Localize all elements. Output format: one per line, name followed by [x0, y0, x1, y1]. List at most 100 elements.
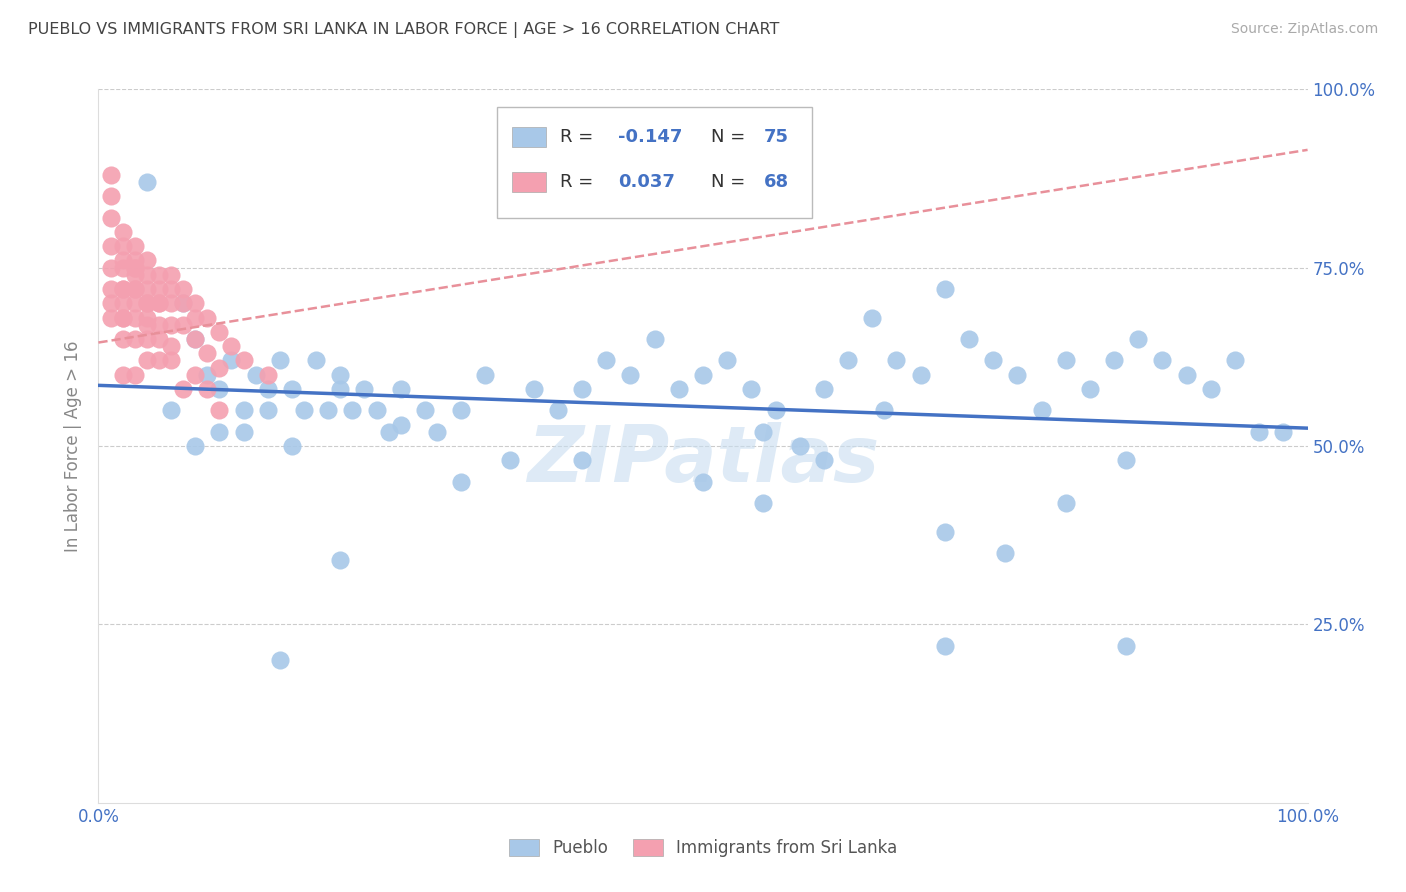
Point	[184, 368, 207, 382]
Point	[184, 296, 207, 310]
Point	[172, 282, 194, 296]
Point	[221, 339, 243, 353]
Point	[100, 260, 122, 275]
Point	[111, 253, 134, 268]
Point	[148, 353, 170, 368]
Point	[1223, 353, 1246, 368]
Point	[160, 353, 183, 368]
Point	[135, 318, 157, 332]
Point	[426, 425, 449, 439]
Point	[498, 453, 520, 467]
Point	[934, 639, 956, 653]
Point	[256, 382, 278, 396]
Text: N =: N =	[711, 128, 751, 146]
Point	[692, 475, 714, 489]
Point	[994, 546, 1017, 560]
Point	[160, 296, 183, 310]
Point	[124, 332, 146, 346]
Point	[1272, 425, 1295, 439]
Point	[184, 310, 207, 325]
Point	[208, 360, 231, 375]
Point	[148, 282, 170, 296]
Bar	[512, 172, 546, 192]
Point	[765, 403, 787, 417]
Point	[752, 496, 775, 510]
Point	[184, 332, 207, 346]
Point	[281, 439, 304, 453]
Point	[208, 325, 231, 339]
Point	[256, 368, 278, 382]
Point	[160, 339, 183, 353]
Point	[1115, 453, 1137, 467]
Point	[305, 353, 328, 368]
Point	[269, 653, 291, 667]
Point	[910, 368, 932, 382]
Point	[1102, 353, 1125, 368]
Point	[389, 382, 412, 396]
Point	[752, 425, 775, 439]
Y-axis label: In Labor Force | Age > 16: In Labor Force | Age > 16	[65, 340, 83, 552]
Point	[160, 268, 183, 282]
Point	[172, 318, 194, 332]
Point	[1128, 332, 1150, 346]
Point	[111, 260, 134, 275]
Point	[1152, 353, 1174, 368]
Point	[353, 382, 375, 396]
Point	[523, 382, 546, 396]
Point	[100, 239, 122, 253]
Text: N =: N =	[711, 173, 751, 191]
Point	[342, 403, 364, 417]
Point	[100, 310, 122, 325]
Point	[124, 310, 146, 325]
Point	[111, 296, 134, 310]
Point	[644, 332, 666, 346]
Point	[1007, 368, 1029, 382]
Point	[547, 403, 569, 417]
Point	[873, 403, 896, 417]
Point	[232, 425, 254, 439]
Point	[221, 353, 243, 368]
Point	[195, 310, 218, 325]
Bar	[498, 107, 811, 218]
Point	[124, 239, 146, 253]
Point	[789, 439, 811, 453]
Point	[100, 168, 122, 182]
Point	[292, 403, 315, 417]
Point	[111, 239, 134, 253]
Text: ZIPatlas: ZIPatlas	[527, 422, 879, 499]
Point	[100, 296, 122, 310]
Point	[124, 282, 146, 296]
Point	[256, 403, 278, 417]
Point	[172, 382, 194, 396]
Point	[413, 403, 436, 417]
Point	[692, 368, 714, 382]
Point	[100, 189, 122, 203]
Point	[281, 382, 304, 396]
Point	[208, 403, 231, 417]
Point	[148, 332, 170, 346]
Point	[813, 453, 835, 467]
Point	[934, 524, 956, 539]
Text: Source: ZipAtlas.com: Source: ZipAtlas.com	[1230, 22, 1378, 37]
Point	[329, 368, 352, 382]
Point	[160, 282, 183, 296]
Point	[195, 368, 218, 382]
Point	[135, 175, 157, 189]
Point	[1199, 382, 1222, 396]
Point	[111, 282, 134, 296]
Point	[124, 282, 146, 296]
Point	[377, 425, 399, 439]
Point	[148, 296, 170, 310]
Point	[111, 310, 134, 325]
Point	[1115, 639, 1137, 653]
Point	[571, 453, 593, 467]
Point	[148, 268, 170, 282]
Point	[195, 346, 218, 360]
Point	[232, 353, 254, 368]
Point	[100, 211, 122, 225]
Point	[886, 353, 908, 368]
Point	[981, 353, 1004, 368]
Point	[316, 403, 339, 417]
Point	[329, 553, 352, 567]
Point	[1054, 496, 1077, 510]
